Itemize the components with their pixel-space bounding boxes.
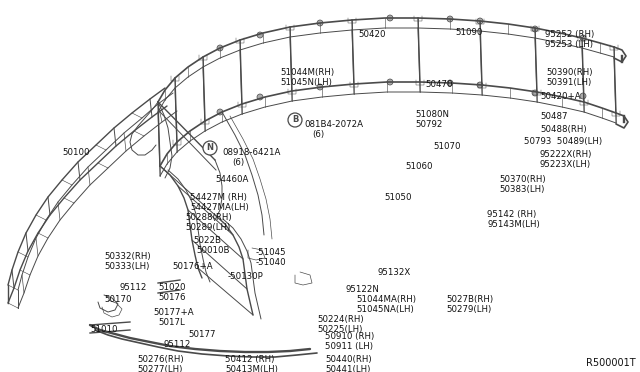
Text: N: N — [207, 144, 214, 153]
Text: 50277(LH): 50277(LH) — [137, 365, 182, 372]
Circle shape — [288, 113, 302, 127]
Circle shape — [447, 80, 453, 86]
Circle shape — [217, 45, 223, 51]
Text: 51060: 51060 — [405, 162, 433, 171]
Text: 50420: 50420 — [358, 30, 385, 39]
Text: 51050: 51050 — [384, 193, 412, 202]
Text: 50332(RH): 50332(RH) — [104, 252, 150, 261]
Text: 51080N: 51080N — [415, 110, 449, 119]
Text: 5017L: 5017L — [158, 318, 185, 327]
Text: 95223X(LH): 95223X(LH) — [540, 160, 591, 169]
Text: (6): (6) — [312, 130, 324, 139]
Text: 50412 (RH): 50412 (RH) — [225, 355, 275, 364]
Circle shape — [477, 18, 483, 24]
Text: 50488(RH): 50488(RH) — [540, 125, 587, 134]
Text: 50100: 50100 — [62, 148, 90, 157]
Text: 5027B(RH): 5027B(RH) — [446, 295, 493, 304]
Text: -50130P: -50130P — [228, 272, 264, 281]
Text: 50276(RH): 50276(RH) — [137, 355, 184, 364]
Text: 50177: 50177 — [188, 330, 216, 339]
Text: 95222X(RH): 95222X(RH) — [540, 150, 593, 159]
Text: 51045NA(LH): 51045NA(LH) — [356, 305, 413, 314]
Text: 50170: 50170 — [104, 295, 131, 304]
Text: 50793  50489(LH): 50793 50489(LH) — [524, 137, 602, 146]
Text: 50279(LH): 50279(LH) — [446, 305, 492, 314]
Text: 50441(LH): 50441(LH) — [325, 365, 371, 372]
Text: 95112: 95112 — [120, 283, 147, 292]
Text: 50911 (LH): 50911 (LH) — [325, 342, 373, 351]
Text: 50177+A: 50177+A — [153, 308, 194, 317]
Text: 51020: 51020 — [158, 283, 186, 292]
Text: 50333(LH): 50333(LH) — [104, 262, 149, 271]
Circle shape — [257, 32, 263, 38]
Text: 50420+A: 50420+A — [540, 92, 580, 101]
Text: 50289(LH): 50289(LH) — [185, 223, 230, 232]
Text: 50391(LH): 50391(LH) — [546, 78, 591, 87]
Circle shape — [203, 141, 217, 155]
Text: 51044M(RH): 51044M(RH) — [280, 68, 334, 77]
Text: 51044MA(RH): 51044MA(RH) — [356, 295, 416, 304]
Text: 95253 (LH): 95253 (LH) — [545, 40, 593, 49]
Text: 51045N(LH): 51045N(LH) — [280, 78, 332, 87]
Text: (6): (6) — [232, 158, 244, 167]
Text: 95112: 95112 — [163, 340, 190, 349]
Text: 95143M(LH): 95143M(LH) — [487, 220, 540, 229]
Text: 50487: 50487 — [540, 112, 568, 121]
Circle shape — [532, 26, 538, 32]
Circle shape — [580, 93, 586, 99]
Text: B: B — [292, 115, 298, 125]
Text: -51045: -51045 — [256, 248, 287, 257]
Text: 50176+A: 50176+A — [172, 262, 212, 271]
Text: 95132X: 95132X — [378, 268, 412, 277]
Circle shape — [447, 16, 453, 22]
Text: 08918-6421A: 08918-6421A — [222, 148, 280, 157]
Text: 50792: 50792 — [415, 120, 442, 129]
Text: 95252 (RH): 95252 (RH) — [545, 30, 595, 39]
Circle shape — [477, 82, 483, 88]
Text: 50370(RH): 50370(RH) — [499, 175, 546, 184]
Circle shape — [387, 79, 393, 85]
Text: 50470: 50470 — [425, 80, 452, 89]
Text: 50383(LH): 50383(LH) — [499, 185, 545, 194]
Text: 50413M(LH): 50413M(LH) — [225, 365, 278, 372]
Text: -51040: -51040 — [256, 258, 287, 267]
Text: 54427M (RH): 54427M (RH) — [190, 193, 247, 202]
Text: 95122N: 95122N — [346, 285, 380, 294]
Text: 50010B: 50010B — [196, 246, 230, 255]
Text: 081B4-2072A: 081B4-2072A — [304, 120, 363, 129]
Circle shape — [387, 15, 393, 21]
Text: R500001T: R500001T — [586, 358, 636, 368]
Text: 50390(RH): 50390(RH) — [546, 68, 593, 77]
Text: 5022B: 5022B — [193, 236, 221, 245]
Circle shape — [217, 109, 223, 115]
Circle shape — [317, 84, 323, 90]
Text: 51010: 51010 — [90, 325, 118, 334]
Text: 51070: 51070 — [433, 142, 461, 151]
Text: 51090: 51090 — [455, 28, 483, 37]
Text: 50225(LH): 50225(LH) — [317, 325, 362, 334]
Text: 50910 (RH): 50910 (RH) — [325, 332, 374, 341]
Text: 54427MA(LH): 54427MA(LH) — [190, 203, 249, 212]
Text: 50440(RH): 50440(RH) — [325, 355, 372, 364]
Circle shape — [580, 35, 586, 41]
Circle shape — [532, 90, 538, 96]
Text: 95142 (RH): 95142 (RH) — [487, 210, 536, 219]
Text: 50288(RH): 50288(RH) — [185, 213, 232, 222]
Text: 50176: 50176 — [158, 293, 186, 302]
Circle shape — [257, 94, 263, 100]
Text: 50224(RH): 50224(RH) — [317, 315, 364, 324]
Circle shape — [317, 20, 323, 26]
Text: 54460A: 54460A — [215, 175, 248, 184]
